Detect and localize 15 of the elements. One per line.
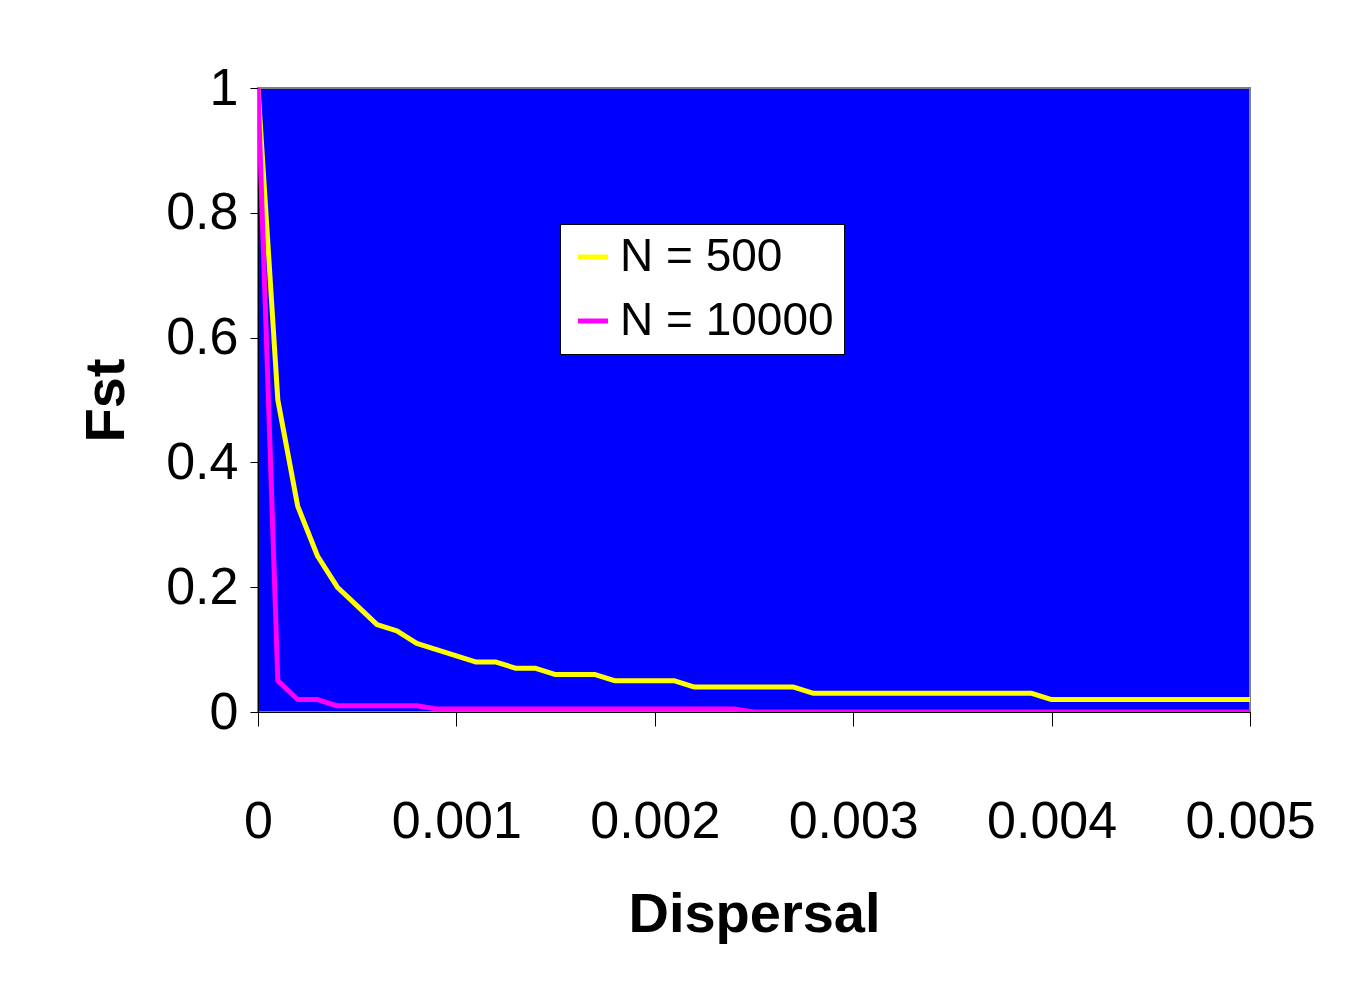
x-axis-title: Dispersal [628,880,881,944]
legend-label: N = 10000 [620,293,834,345]
x-tick-label: 0.002 [590,790,721,849]
x-tick-label: 0.001 [391,790,522,849]
y-tick-label: 0 [209,681,239,740]
y-tick-label: 1 [209,57,239,116]
y-tick-label: 0.2 [166,556,239,615]
x-tick-label: 0.005 [1185,790,1316,849]
y-tick-label: 0.4 [166,431,239,490]
y-axis-title: Fst [73,358,137,443]
x-tick-label: 0.003 [788,790,919,849]
y-tick-label: 0.6 [166,307,239,366]
x-tick-label: 0.004 [987,790,1118,849]
y-tick-label: 0.8 [166,182,239,241]
legend-label: N = 500 [620,229,783,281]
